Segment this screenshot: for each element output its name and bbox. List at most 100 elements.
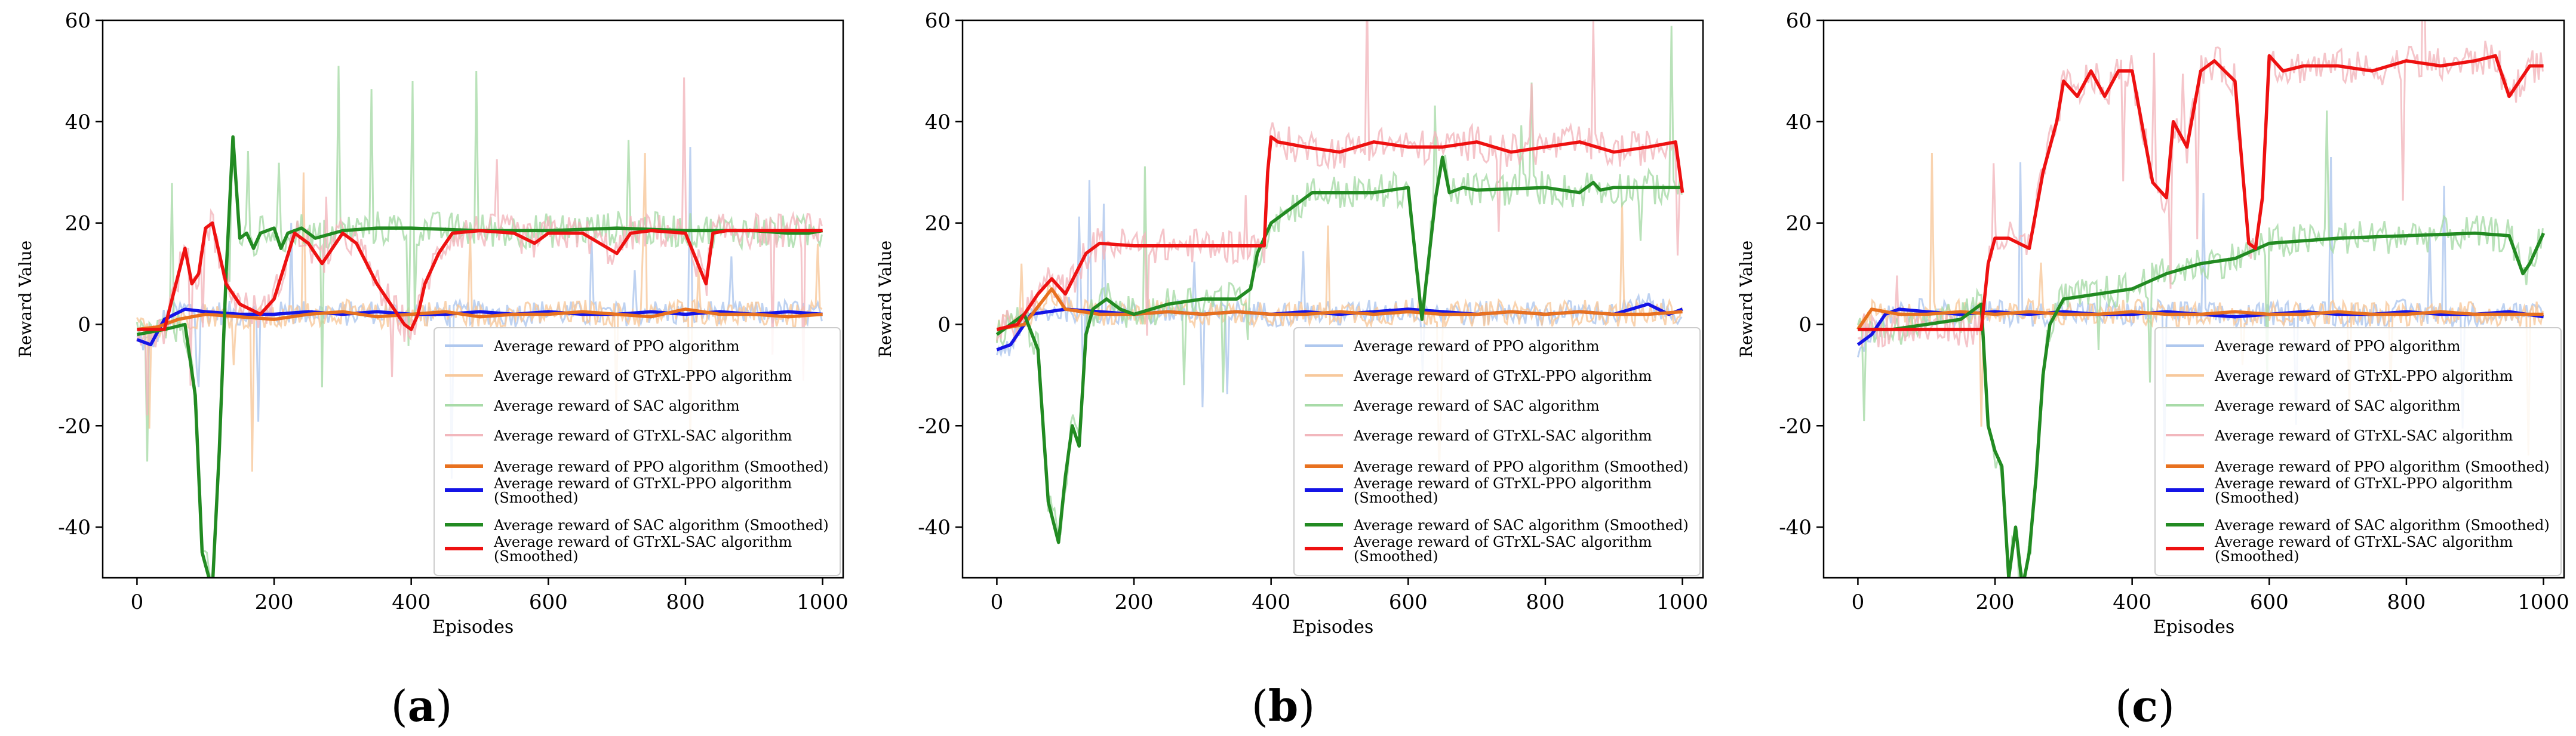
- x-tick-label: 200: [1976, 590, 2015, 614]
- legend-box: [2154, 327, 2562, 576]
- legend-label: Average reward of SAC algorithm: [1353, 398, 1600, 414]
- legend-label: Average reward of SAC algorithm: [493, 398, 740, 414]
- y-tick-label: 40: [65, 110, 91, 134]
- x-tick-label: 1000: [2517, 590, 2569, 614]
- legend-box: [434, 327, 841, 576]
- smoothed-line-sac: [1858, 231, 2546, 578]
- y-axis-label: Reward Value: [875, 241, 895, 358]
- x-tick-label: 600: [2250, 590, 2289, 614]
- legend-label: Average reward of GTrXL-PPO algorithm: [2214, 475, 2513, 492]
- x-tick-label: 1000: [1656, 590, 1708, 614]
- y-tick-label: 60: [65, 9, 91, 33]
- raw-trace-sac: [995, 26, 1683, 541]
- plot-area: [995, 20, 1684, 544]
- x-tick-label: 800: [1526, 590, 1564, 614]
- y-tick-label: 60: [1786, 9, 1812, 33]
- y-tick-label: 20: [925, 212, 951, 236]
- smoothed-line-gtrxl_ppo: [136, 307, 823, 347]
- y-tick-label: 60: [925, 9, 951, 33]
- legend-label: Average reward of GTrXL-SAC algorithm: [1353, 534, 1652, 550]
- x-tick-label: 400: [392, 590, 431, 614]
- y-tick-label: 40: [1786, 110, 1812, 134]
- y-axis-label: Reward Value: [1736, 241, 1756, 358]
- legend-label: Average reward of SAC algorithm (Smoothe…: [1353, 517, 1689, 534]
- caption-b: (b): [1251, 680, 1315, 731]
- x-axis-label: Episodes: [2153, 617, 2235, 638]
- plot-area: [136, 66, 823, 578]
- legend-label: (Smoothed): [494, 548, 579, 565]
- legend-label: Average reward of PPO algorithm: [2214, 338, 2461, 355]
- legend-label: Average reward of GTrXL-PPO algorithm: [493, 368, 792, 384]
- smoothed-line-ppo: [996, 287, 1683, 331]
- y-tick-label: 20: [1786, 212, 1812, 236]
- axes-frame: [102, 19, 844, 579]
- y-tick-label: -40: [918, 516, 951, 540]
- legend-label: Average reward of PPO algorithm (Smoothe…: [1353, 458, 1689, 475]
- caption-c: (c): [2114, 680, 2175, 731]
- legend-label: Average reward of GTrXL-SAC algorithm: [493, 427, 792, 444]
- x-tick-label: 0: [131, 590, 144, 614]
- y-tick-label: 0: [937, 313, 951, 337]
- raw-trace-gtrxl_sac: [1857, 20, 2544, 348]
- x-axis-label: Episodes: [1292, 617, 1374, 638]
- legend-label: (Smoothed): [1354, 489, 1438, 506]
- smoothed-line-sac: [995, 155, 1683, 544]
- y-tick-label: -40: [58, 516, 91, 540]
- legend-label: (Smoothed): [494, 489, 579, 506]
- legend-label: Average reward of PPO algorithm: [1353, 338, 1600, 355]
- raw-trace-sac: [1856, 110, 2544, 578]
- legend-label: Average reward of PPO algorithm (Smoothe…: [2214, 458, 2550, 475]
- x-tick-label: 1000: [797, 590, 849, 614]
- x-tick-label: 400: [2113, 590, 2151, 614]
- x-tick-label: 0: [1852, 590, 1865, 614]
- axes-frame: [1822, 19, 2565, 579]
- legend-box: [1293, 327, 1701, 576]
- y-tick-label: 0: [1799, 313, 1812, 337]
- legend-label: (Smoothed): [1354, 548, 1438, 565]
- y-tick-label: 0: [78, 313, 91, 337]
- legend-label: Average reward of GTrXL-SAC algorithm: [2214, 427, 2513, 444]
- raw-trace-gtrxl_sac: [996, 20, 1683, 343]
- chart-panel-a: 0 200 400 600 800 1000 -40 -20 0 20 40 60 Episodes Re…: [16, 9, 849, 638]
- chart-panel-b: 0 200 400 600 800 1000 -40 -20 0 20 40 60 Episodes Re…: [875, 9, 1708, 638]
- x-tick-label: 0: [991, 590, 1004, 614]
- x-tick-label: 600: [529, 590, 568, 614]
- legend-label: Average reward of GTrXL-PPO algorithm: [1353, 475, 1652, 492]
- y-tick-label: 20: [65, 212, 91, 236]
- x-tick-label: 400: [1252, 590, 1290, 614]
- legend-label: (Smoothed): [2215, 489, 2300, 506]
- y-tick-label: -20: [918, 414, 951, 438]
- y-tick-label: -20: [58, 414, 91, 438]
- smoothed-line-ppo: [137, 307, 823, 331]
- y-tick-label: -40: [1779, 516, 1812, 540]
- legend-label: Average reward of GTrXL-PPO algorithm: [2214, 368, 2513, 384]
- smoothed-line-gtrxl_sac: [996, 135, 1684, 331]
- x-tick-label: 200: [1115, 590, 1154, 614]
- smoothed-line-gtrxl_sac: [1858, 54, 2544, 331]
- smoothed-line-gtrxl_sac: [137, 221, 823, 331]
- smoothed-line-ppo: [1856, 307, 2544, 331]
- legend-label: Average reward of GTrXL-PPO algorithm: [1353, 368, 1652, 384]
- legend-label: Average reward of SAC algorithm (Smoothe…: [2214, 517, 2550, 534]
- x-tick-label: 800: [2387, 590, 2426, 614]
- x-axis-label: Episodes: [432, 617, 514, 638]
- legend-label: Average reward of GTrXL-SAC algorithm: [2214, 534, 2513, 550]
- y-axis-label: Reward Value: [16, 241, 35, 358]
- y-tick-label: 40: [925, 110, 951, 134]
- raw-trace-ppo: [1856, 152, 2544, 456]
- axes-frame: [961, 19, 1704, 579]
- x-tick-label: 200: [255, 590, 294, 614]
- legend-label: Average reward of PPO algorithm: [493, 338, 740, 355]
- smoothed-line-sac: [136, 135, 823, 578]
- x-tick-label: 800: [666, 590, 705, 614]
- x-tick-label: 600: [1389, 590, 1428, 614]
- caption-a: (a): [391, 680, 453, 731]
- plot-area: [1856, 20, 2546, 578]
- y-tick-label: -20: [1779, 414, 1812, 438]
- legend-label: Average reward of SAC algorithm (Smoothe…: [493, 517, 829, 534]
- legend-label: Average reward of SAC algorithm: [2214, 398, 2461, 414]
- legend-label: Average reward of PPO algorithm (Smoothe…: [493, 458, 829, 475]
- legend-label: Average reward of GTrXL-SAC algorithm: [1353, 427, 1652, 444]
- legend-label: Average reward of GTrXL-PPO algorithm: [493, 475, 792, 492]
